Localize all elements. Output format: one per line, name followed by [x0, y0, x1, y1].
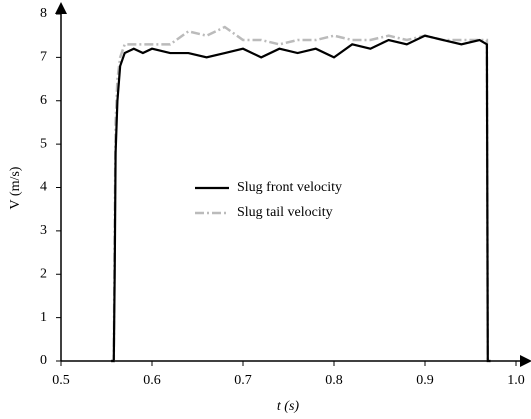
x-tick-label: 0.9: [416, 373, 434, 388]
y-tick-label: 8: [40, 6, 47, 21]
y-tick-label: 3: [40, 223, 47, 238]
x-tick-label: 0.8: [325, 373, 343, 388]
y-axis-title: V (m/s): [8, 166, 23, 209]
y-tick-label: 7: [40, 50, 47, 65]
y-tick-label: 4: [40, 180, 47, 195]
x-axis-title: t (s): [277, 399, 300, 414]
x-tick-label: 1.0: [507, 373, 525, 388]
x-tick-label: 0.5: [52, 373, 70, 388]
legend-label: Slug front velocity: [237, 180, 342, 195]
y-tick-label: 2: [40, 266, 47, 281]
y-tick-label: 1: [40, 310, 47, 325]
y-tick-label: 6: [40, 93, 47, 108]
y-tick-label: 5: [40, 136, 47, 151]
y-tick-label: 0: [40, 353, 47, 368]
legend-label: Slug tail velocity: [237, 205, 333, 220]
series-line: [111, 34, 491, 363]
x-tick-label: 0.7: [234, 373, 252, 388]
x-tick-label: 0.6: [143, 373, 161, 388]
